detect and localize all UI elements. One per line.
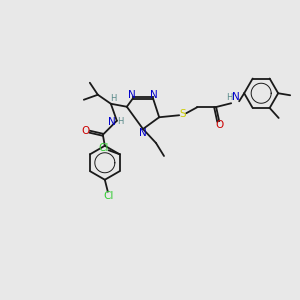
Text: N: N [128,90,136,100]
Text: O: O [82,126,90,136]
Text: H: H [226,93,232,102]
Text: H: H [117,117,123,126]
Text: N: N [108,117,116,127]
Text: N: N [139,128,147,138]
Text: Cl: Cl [103,191,114,201]
Text: S: S [180,109,187,119]
Text: H: H [110,94,116,103]
Text: N: N [150,90,158,100]
Text: Cl: Cl [98,143,109,153]
Text: O: O [215,120,223,130]
Text: N: N [232,92,240,102]
